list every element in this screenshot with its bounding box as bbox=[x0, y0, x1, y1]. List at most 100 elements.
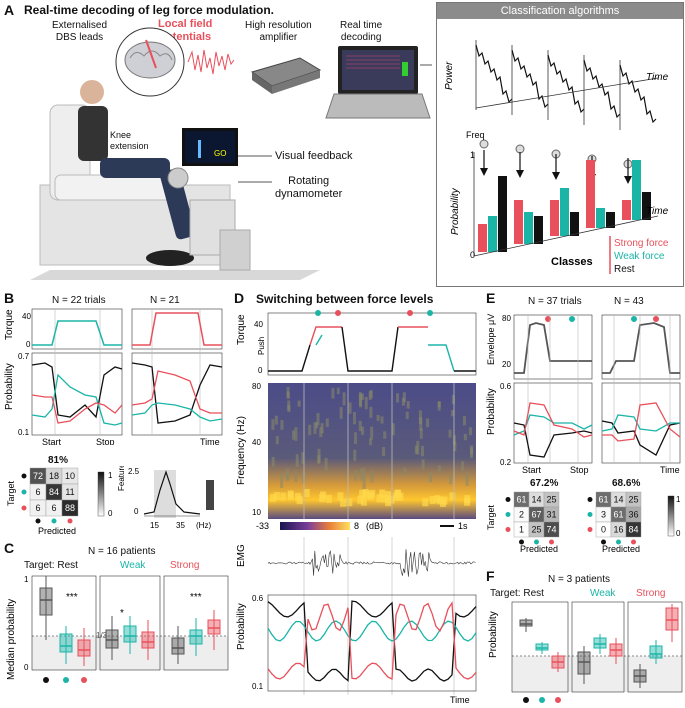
emg-trace bbox=[267, 549, 476, 577]
spec-patch bbox=[403, 467, 407, 476]
classes-label: Classes bbox=[551, 256, 593, 268]
spec-patch bbox=[470, 447, 474, 455]
spec-beta-patch bbox=[362, 489, 369, 498]
class-bar bbox=[560, 188, 569, 236]
panel-letter-d: D bbox=[234, 290, 245, 306]
spectrogram-texture bbox=[270, 386, 474, 507]
spec-patch bbox=[336, 387, 340, 395]
e-tick-80: 80 bbox=[502, 314, 511, 323]
panel-letter-e: E bbox=[486, 290, 496, 306]
d-prob-trace bbox=[267, 600, 477, 680]
brain-illustration bbox=[115, 27, 185, 97]
panel-b-confusion: Target 72 18 10 6 84 11 6 6 88 Predicted 1 0 Fea… bbox=[6, 466, 214, 536]
box bbox=[171, 637, 185, 655]
class-bar bbox=[632, 160, 641, 220]
classification-box: Classification algorithms bbox=[436, 2, 684, 287]
spec-beta-patch bbox=[385, 491, 392, 500]
e-tick-02: 0.2 bbox=[500, 458, 512, 467]
spec-patch bbox=[342, 392, 346, 406]
spec-patch bbox=[280, 474, 284, 488]
spec-beta-patch bbox=[376, 494, 383, 503]
spec-patch bbox=[416, 440, 420, 455]
cm-value: 72 bbox=[33, 471, 43, 481]
spec-patch bbox=[465, 473, 469, 486]
c-dot-rest bbox=[43, 677, 49, 683]
d-tick-40: 40 bbox=[254, 320, 263, 329]
c-weak: Weak bbox=[120, 560, 146, 571]
spec-patch bbox=[429, 471, 433, 483]
spec-patch bbox=[364, 396, 368, 410]
spec-beta-patch bbox=[287, 492, 294, 501]
box bbox=[77, 639, 91, 657]
spec-beta-patch bbox=[340, 498, 347, 507]
time-axis-label-bottom: Time bbox=[646, 206, 669, 217]
d-cb-min: -33 bbox=[256, 521, 269, 531]
b-confusion-matrix: 72 18 10 6 84 11 6 6 88 bbox=[21, 467, 79, 524]
patient-chair-illustration bbox=[30, 80, 320, 280]
spec-patch bbox=[297, 400, 301, 407]
spec-patch bbox=[308, 424, 312, 436]
b-f-25: 2.5 bbox=[128, 467, 140, 476]
spec-beta-patch bbox=[360, 497, 367, 506]
box bbox=[593, 637, 607, 649]
spec-beta-patch bbox=[449, 492, 456, 501]
c-tick-1: 1 bbox=[24, 575, 29, 584]
spec-beta-patch bbox=[337, 492, 344, 501]
power-spectrum bbox=[619, 64, 657, 124]
spec-patch bbox=[316, 413, 320, 426]
spec-patch bbox=[453, 441, 457, 452]
spec-patch bbox=[317, 448, 321, 457]
cm-cell bbox=[625, 521, 642, 538]
laptop-illustration bbox=[325, 46, 431, 119]
panel-letter-b: B bbox=[4, 290, 15, 306]
f-subplot-frame bbox=[627, 601, 683, 693]
spec-beta-patch bbox=[319, 494, 326, 503]
c-ylabel: Median probability bbox=[6, 599, 17, 680]
spec-patch bbox=[286, 472, 290, 481]
spec-patch bbox=[274, 415, 278, 425]
spec-patch bbox=[401, 397, 405, 406]
c-sig-3: *** bbox=[190, 592, 202, 603]
cm-value: 88 bbox=[65, 503, 75, 513]
class-bar bbox=[606, 212, 615, 228]
label-amplifier: High resolution amplifier bbox=[245, 20, 312, 43]
spec-patch bbox=[370, 426, 374, 440]
spec-beta-patch bbox=[464, 497, 471, 506]
spec-patch bbox=[354, 469, 358, 481]
cm-col-dot bbox=[519, 539, 524, 545]
class-bar bbox=[488, 216, 497, 252]
class-bar-groups bbox=[473, 152, 659, 257]
spec-patch bbox=[324, 457, 328, 471]
b-start: Start bbox=[42, 437, 62, 445]
panel-e-confusion: Target 61 14 25 2 67 31 1 25 74 61 14 25 3 61 36 0 16 84… bbox=[486, 491, 681, 554]
b-tick-01: 0.1 bbox=[18, 428, 30, 437]
time-axis-bottom bbox=[473, 215, 659, 257]
cm-value: 25 bbox=[531, 525, 541, 535]
spec-beta-patch bbox=[270, 493, 277, 502]
c-third: 1/3 bbox=[96, 631, 108, 640]
b-torque-label: Torque bbox=[4, 309, 15, 340]
spec-patch bbox=[383, 431, 387, 439]
e-confusion-matrix-1: 61 14 25 2 67 31 1 25 74 bbox=[505, 491, 560, 545]
spec-patch bbox=[453, 435, 457, 445]
class-bar bbox=[642, 192, 651, 220]
cm-col-dot bbox=[616, 539, 621, 545]
class-bar bbox=[586, 160, 595, 228]
cm-col-dot bbox=[631, 539, 636, 545]
e-n-trials-1: N = 37 trials bbox=[528, 296, 582, 307]
spec-patch bbox=[271, 456, 275, 467]
f-n-patients: N = 3 patients bbox=[548, 574, 610, 585]
c-strong: Strong bbox=[170, 560, 200, 571]
e-accuracy-2: 68.6% bbox=[612, 478, 641, 489]
label-decoding: Real time decoding bbox=[340, 20, 383, 43]
spec-patch bbox=[294, 427, 298, 441]
spec-patch bbox=[352, 412, 356, 425]
f-weak: Weak bbox=[590, 588, 616, 599]
class-bar bbox=[478, 224, 487, 252]
d-freq-label: Frequency (Hz) bbox=[236, 416, 247, 485]
c-sig-1: *** bbox=[66, 592, 78, 603]
f-box-groups bbox=[511, 601, 683, 703]
classifier-node bbox=[479, 139, 489, 149]
e-cb-0: 0 bbox=[676, 529, 681, 538]
box bbox=[123, 625, 137, 643]
